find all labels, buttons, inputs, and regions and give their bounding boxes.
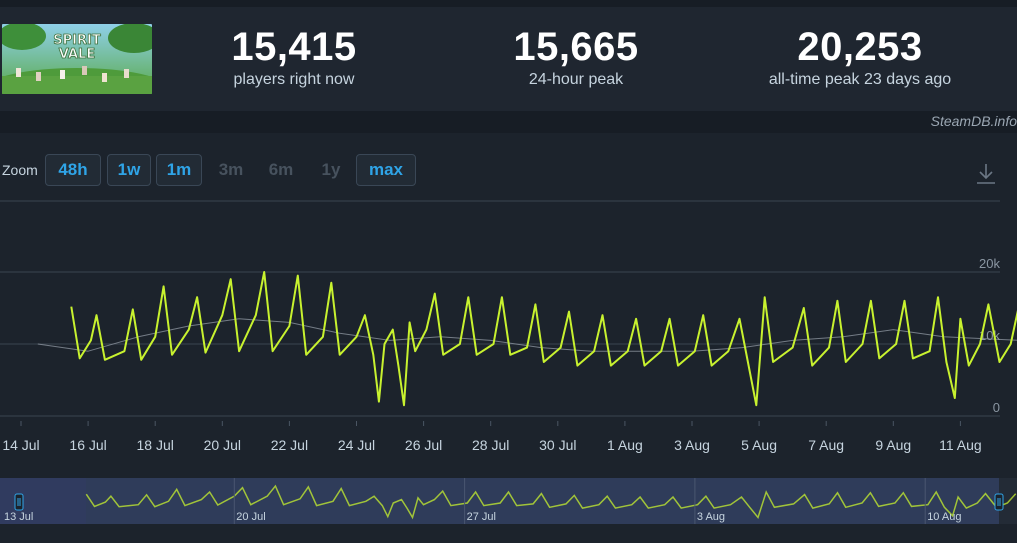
stat-players-now: 15,415 players right now [214, 25, 374, 89]
game-logo[interactable]: SPIRIT VALE [2, 24, 152, 94]
y-tick-label: 0 [993, 400, 1000, 415]
navigator-start-label: 13 Jul [4, 511, 33, 523]
chart-series [37, 271, 1017, 407]
handle-grip-left [17, 498, 21, 506]
stat-value: 15,415 [231, 25, 357, 69]
zoom-label: Zoom [2, 162, 38, 178]
x-tick-label: 9 Aug [875, 437, 911, 453]
navigator-ticks: 20 Jul 27 Jul 3 Aug 10 Aug [233, 478, 961, 524]
svg-text:SPIRIT: SPIRIT [53, 33, 101, 48]
stat-label: all-time peak 23 days ago [768, 71, 952, 88]
stat-24h-peak: 15,665 24-hour peak [496, 25, 656, 89]
x-tick-label: 26 Jul [405, 437, 442, 453]
average-series-line [37, 318, 1017, 352]
x-tick-label: 1 Aug [607, 437, 643, 453]
x-tick-label: 28 Jul [472, 437, 509, 453]
zoom-max-button[interactable]: max [356, 154, 416, 186]
spirit-vale-logo-icon: SPIRIT VALE [2, 24, 152, 94]
x-tick-label: 7 Aug [808, 437, 844, 453]
range-handle-icon[interactable] [14, 493, 24, 511]
svg-text:VALE: VALE [59, 47, 95, 62]
players-series-line [70, 271, 1017, 407]
zoom-3m-button: 3m [218, 160, 244, 179]
download-icon [977, 164, 995, 184]
stat-label: 24-hour peak [528, 71, 624, 88]
x-tick-label: 16 Jul [69, 437, 106, 453]
navigator-tick-label: 10 Aug [927, 511, 961, 523]
steamdb-watermark[interactable]: SteamDB.info [930, 113, 1017, 129]
zoom-1y-button: 1y [321, 160, 341, 179]
zoom-1w-button[interactable]: 1w [107, 154, 151, 186]
x-tick-label: 18 Jul [137, 437, 174, 453]
navigator-selected-range [86, 478, 999, 524]
navigator-right-handle[interactable] [994, 493, 1004, 511]
chart-grid [0, 200, 1000, 417]
range-handle-icon[interactable] [994, 493, 1004, 511]
navigator-tick-label: 27 Jul [467, 511, 496, 523]
x-axis-ticks: 14 Jul 16 Jul 18 Jul 20 Jul 22 Jul 24 Jul 26 J… [2, 421, 982, 453]
download-button[interactable] [975, 162, 997, 186]
x-tick-label: 5 Aug [741, 437, 777, 453]
navigator-left-handle[interactable] [14, 493, 24, 511]
stat-label: players right now [233, 71, 355, 88]
handle-grip-right [997, 498, 1001, 506]
range-navigator[interactable]: 20 Jul 27 Jul 3 Aug 10 Aug 13 Jul [0, 478, 1017, 526]
x-tick-label: 22 Jul [271, 437, 308, 453]
x-tick-label: 11 Aug [939, 437, 982, 453]
x-tick-label: 30 Jul [539, 437, 576, 453]
zoom-1m-button[interactable]: 1m [156, 154, 202, 186]
navigator-selection [0, 478, 999, 524]
navigator-series [85, 484, 1017, 520]
x-tick-label: 14 Jul [2, 437, 39, 453]
x-tick-label: 24 Jul [338, 437, 375, 453]
navigator-tick-label: 20 Jul [236, 511, 265, 523]
stat-all-time-peak: 20,253 all-time peak 23 days ago [750, 25, 970, 89]
y-tick-label: 20k [979, 256, 1000, 271]
zoom-6m-button: 6m [268, 160, 294, 179]
zoom-48h-button[interactable]: 48h [45, 154, 101, 186]
x-tick-label: 3 Aug [674, 437, 710, 453]
stat-value: 15,665 [513, 25, 639, 69]
stat-value: 20,253 [797, 25, 923, 69]
navigator-mask-left [0, 478, 86, 524]
navigator-series-line [85, 484, 1017, 520]
stats-header: SPIRIT VALE 15,415 players right now 15,… [0, 7, 1017, 111]
x-tick-label: 20 Jul [204, 437, 241, 453]
navigator-tick-label: 3 Aug [697, 511, 725, 523]
